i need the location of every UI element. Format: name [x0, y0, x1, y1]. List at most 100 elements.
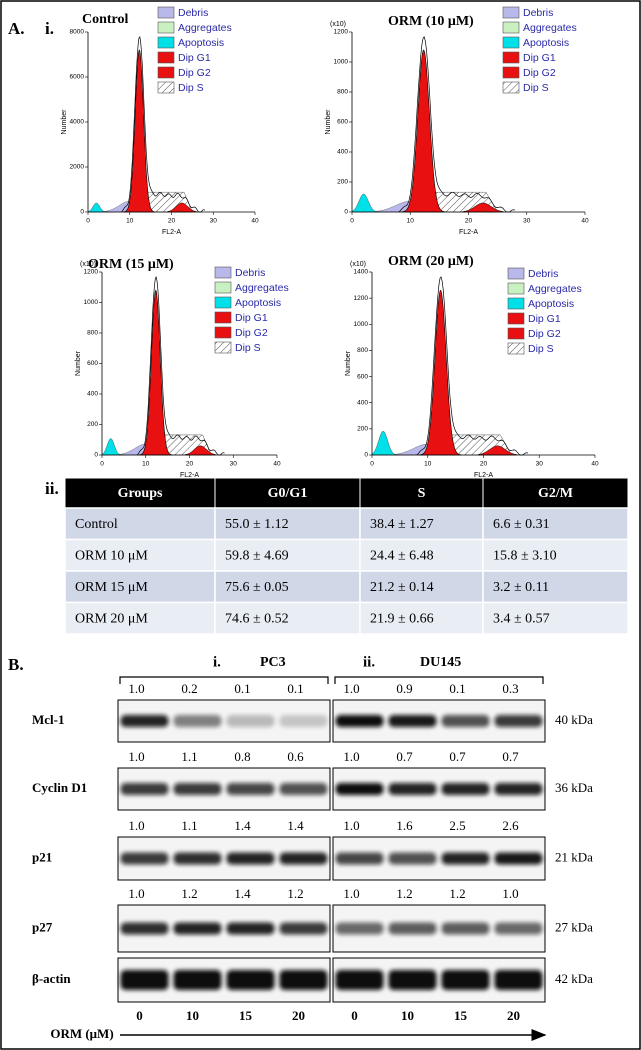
legend-swatch — [507, 297, 525, 310]
density-value: 0.1 — [449, 681, 465, 696]
legend-swatch — [502, 21, 520, 34]
band — [335, 922, 384, 935]
legend-swatch — [157, 36, 175, 49]
legend-swatch — [507, 327, 525, 340]
legend-swatch — [502, 6, 520, 19]
density-value: 1.2 — [181, 886, 197, 901]
y-tick-label: 1200 — [354, 295, 369, 302]
lane-label: 0 — [351, 1008, 358, 1023]
header-cell — [64, 477, 216, 509]
legend-label: Dip G2 — [235, 327, 268, 339]
y-tick-label: 1200 — [334, 29, 349, 36]
density-value: 0.2 — [181, 681, 197, 696]
y-tick-label: 200 — [337, 179, 348, 186]
y-tick-label: 6000 — [70, 74, 85, 81]
panel-label: A. — [8, 19, 25, 38]
band — [226, 783, 275, 795]
legend-swatch — [214, 296, 232, 309]
band — [279, 852, 328, 865]
density-value: 1.2 — [287, 886, 303, 901]
cell-text: 6.6 ± 0.31 — [493, 517, 550, 532]
sub-label: ii. — [45, 479, 59, 498]
cell-text: 55.0 ± 1.12 — [225, 517, 289, 532]
table-cell — [359, 601, 484, 635]
y-tick-label: 600 — [337, 119, 348, 126]
cell-text: ORM 15 μM — [75, 580, 148, 595]
y-tick-label: 200 — [87, 421, 98, 428]
density-value: 1.0 — [343, 749, 359, 764]
density-value: 0.3 — [502, 681, 518, 696]
band — [335, 783, 384, 795]
lane-label: 20 — [292, 1008, 305, 1023]
y-axis-label: Number — [61, 109, 68, 135]
y-tick-label: 1000 — [84, 299, 99, 306]
cell-text: 59.8 ± 4.69 — [225, 548, 289, 563]
legend-swatch — [502, 66, 520, 79]
band — [335, 715, 384, 727]
legend-label: Debris — [235, 267, 265, 279]
band — [494, 715, 543, 727]
density-value: 0.7 — [502, 749, 519, 764]
legend-swatch — [507, 312, 525, 325]
group-sub: i. — [213, 654, 221, 670]
band — [173, 783, 222, 795]
legend-label: Apoptosis — [178, 37, 224, 49]
header-cell — [214, 477, 361, 509]
band — [441, 783, 490, 795]
kda-label: 27 kDa — [555, 919, 593, 934]
x-axis-label: FL2-A — [459, 229, 478, 236]
x-tick-label: 0 — [350, 218, 354, 225]
band — [279, 783, 328, 795]
x-axis-label: FL2-A — [162, 229, 181, 236]
y-axis-label: Number — [325, 109, 332, 135]
density-value: 1.1 — [181, 818, 197, 833]
y-scale-note: (x10) — [350, 261, 366, 268]
density-value: 2.5 — [449, 818, 465, 833]
treatment-label: ORM (μM) — [50, 1026, 113, 1041]
header-text: S — [418, 486, 426, 501]
density-value: 0.1 — [234, 681, 250, 696]
protein-label: Cyclin D1 — [32, 780, 87, 795]
protein-label: β-actin — [32, 971, 71, 986]
table-cell — [482, 570, 629, 604]
lane-label: 15 — [239, 1008, 253, 1023]
bracket — [334, 676, 544, 684]
cell-text: 15.8 ± 3.10 — [493, 548, 557, 563]
band — [388, 852, 437, 865]
y-tick-label: 0 — [80, 209, 84, 216]
axes — [87, 32, 255, 213]
y-tick-label: 800 — [87, 330, 98, 337]
y-tick-label: 400 — [357, 399, 368, 406]
legend-swatch — [502, 81, 520, 94]
y-tick-label: 400 — [87, 391, 98, 398]
x-tick-label: 40 — [251, 218, 259, 225]
header-text: Groups — [118, 486, 163, 501]
x-tick-label: 0 — [100, 461, 104, 468]
legend-swatch — [502, 36, 520, 49]
lane-label: 0 — [136, 1008, 143, 1023]
cell-text: 21.2 ± 0.14 — [370, 580, 434, 595]
density-value: 0.8 — [234, 749, 250, 764]
legend-label: Aggregates — [178, 22, 232, 34]
legend-label: Dip S — [528, 343, 554, 355]
legend-label: Dip G1 — [528, 313, 561, 325]
panel-label: B. — [8, 655, 24, 674]
x-tick-label: 20 — [480, 461, 488, 468]
legend-label: Dip G1 — [235, 312, 268, 324]
legend-swatch — [157, 66, 175, 79]
x-tick-label: 30 — [230, 461, 238, 468]
protein-label: p27 — [32, 919, 53, 934]
legend-swatch — [157, 6, 175, 19]
table-cell — [359, 570, 484, 604]
g1-area — [401, 49, 446, 213]
legend-label: Aggregates — [523, 22, 577, 34]
y-tick-label: 200 — [357, 426, 368, 433]
band — [279, 970, 328, 990]
lane-label: 10 — [186, 1008, 199, 1023]
density-value: 0.7 — [396, 749, 413, 764]
plot-title: ORM (15 μM) — [88, 257, 174, 272]
x-tick-label: 30 — [523, 218, 531, 225]
x-tick-label: 10 — [407, 218, 415, 225]
y-tick-label: 400 — [337, 149, 348, 156]
x-tick-label: 40 — [591, 461, 599, 468]
